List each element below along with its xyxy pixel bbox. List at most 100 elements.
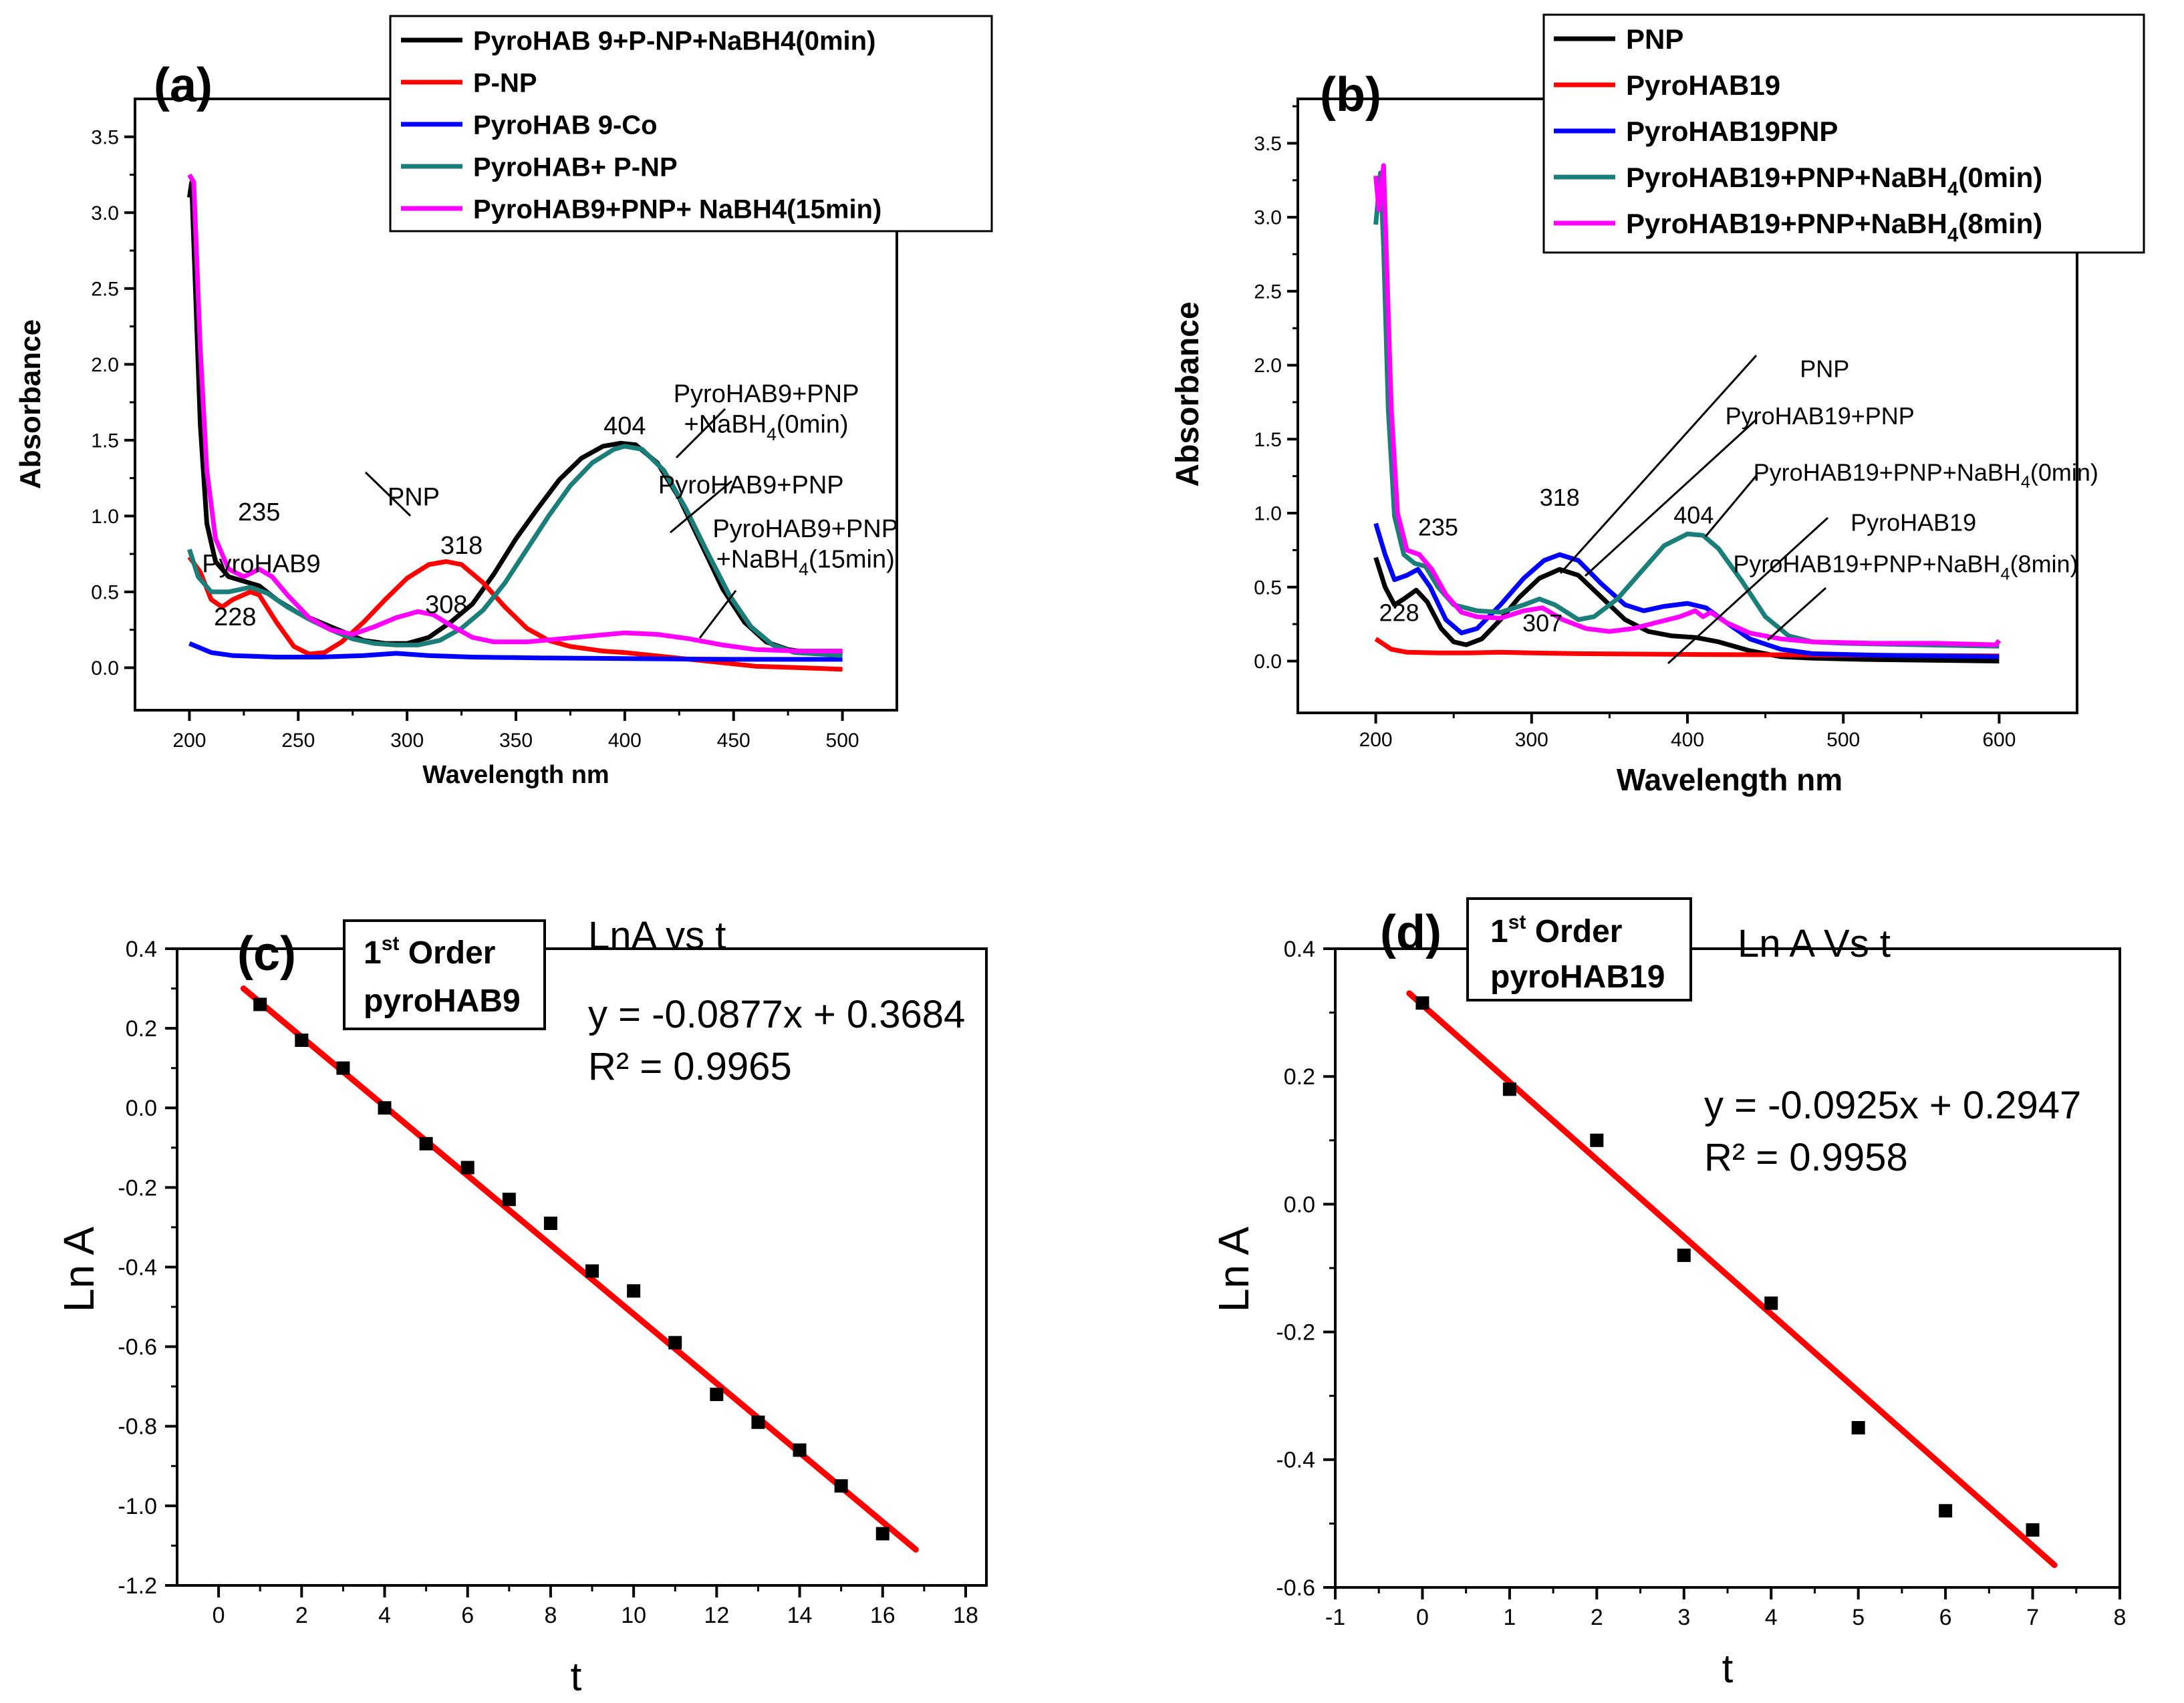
data-point: [1677, 1248, 1691, 1262]
x-tick-label: 2: [295, 1603, 308, 1628]
panel-a-legend-box: [389, 15, 993, 233]
data-point: [1851, 1421, 1865, 1434]
panel-b-legend-box: [1542, 13, 2145, 254]
x-tick-label: 6: [1939, 1605, 1952, 1630]
series-line: [187, 444, 843, 658]
legend-label: PyroHAB 9+P-NP+NaBH4(0min): [473, 26, 875, 55]
y-tick-label: -0.2: [1276, 1320, 1315, 1346]
panel-a-x-axis-label: Wavelength nm: [422, 761, 609, 789]
legend-label: PyroHAB19+PNP+NaBH4(0min): [1626, 162, 2042, 200]
panel-c-title: LnA vs t: [588, 914, 726, 957]
panel-a-series: [186, 173, 843, 672]
annotation-label: 404: [603, 412, 646, 440]
x-tick-label: 12: [704, 1603, 729, 1628]
panel-d-plot-frame: [1334, 947, 2121, 1589]
x-tick-label: 7: [2026, 1605, 2039, 1630]
x-tick-label: 4: [378, 1603, 391, 1628]
legend-label: P-NP: [473, 68, 537, 98]
panel-a-ticks: 200 250 300 350 400 450 500 0.0 0.5 1.0 1.5 2.0 2.5 3…: [91, 126, 859, 752]
annotation-label: PyroHAB9+PNP: [658, 471, 844, 499]
x-tick-label: -1: [1325, 1605, 1345, 1630]
panel-d-x-axis-label: t: [1722, 1646, 1734, 1691]
panel-c-order-line2: pyroHAB9: [364, 983, 521, 1019]
y-tick-label: -0.8: [118, 1414, 157, 1440]
x-tick-label: 18: [953, 1603, 978, 1628]
annotation-label: PyroHAB9+PNP: [674, 380, 859, 408]
panel-a-legend: PyroHAB 9+P-NP+NaBH4(0min) P-NP PyroHAB 9-…: [389, 15, 993, 233]
y-tick-label: 2.0: [91, 354, 119, 376]
panel-d-y-axis-label: Ln A: [1210, 1227, 1258, 1312]
y-tick-label: 2.5: [1254, 281, 1282, 303]
panel-d-order-line1: 1st Order: [1490, 911, 1622, 949]
x-tick-label: 450: [717, 730, 750, 752]
y-tick-label: 0.5: [91, 581, 119, 603]
data-point: [585, 1264, 599, 1278]
data-point: [668, 1336, 682, 1350]
series-line: [1374, 637, 2000, 659]
data-point: [710, 1388, 724, 1402]
panel-d-order-line2: pyroHAB19: [1490, 959, 1665, 995]
data-point: [295, 1033, 309, 1047]
data-point: [751, 1415, 765, 1429]
annotation-label: PyroHAB19+PNP+NaBH4(0min): [1754, 458, 2098, 492]
x-tick-label: 500: [826, 730, 859, 752]
series-line: [188, 641, 843, 662]
x-tick-label: 200: [172, 730, 206, 752]
panel-c-order-box: [343, 919, 546, 1030]
y-tick-label: -1.0: [118, 1494, 157, 1519]
y-tick-label: -0.6: [1276, 1575, 1315, 1601]
panel-d-equation: y = -0.0925x + 0.2947: [1704, 1084, 2081, 1127]
annotation-label: PyroHAB19+PNP: [1726, 402, 1915, 430]
panel-a-leader-lines: [364, 408, 737, 639]
x-tick-label: 14: [787, 1603, 813, 1628]
x-tick-label: 200: [1359, 729, 1393, 751]
y-tick-label: 0.4: [126, 937, 157, 962]
panel-d-title: Ln A Vs t: [1738, 922, 1891, 965]
y-tick-label: 2.0: [1254, 355, 1282, 377]
panel-b-annotations: 235 228 318 307 404 PNP PyroHAB19+PNP PyroHAB19…: [1379, 355, 2098, 637]
y-tick-label: 0.2: [1284, 1064, 1315, 1090]
data-point: [834, 1479, 848, 1493]
annotation-label: 235: [238, 498, 280, 526]
y-tick-label: -0.2: [118, 1175, 157, 1201]
panel-b-legend: PNP PyroHAB19 PyroHAB19PNP PyroHAB19+PNP+Na…: [1542, 13, 2145, 254]
y-tick-label: 1.0: [1254, 503, 1282, 525]
series-line: [1373, 557, 2000, 663]
y-tick-label: 3.5: [1254, 133, 1282, 155]
y-tick-label: -0.4: [118, 1255, 157, 1280]
x-tick-label: 0: [213, 1603, 225, 1628]
panel-d-fit: [1406, 990, 2058, 1569]
y-tick-label: 0.0: [91, 657, 119, 679]
data-point: [1764, 1296, 1778, 1310]
x-tick-label: 400: [1671, 729, 1704, 751]
annotation-label: +NaBH4(15min): [716, 546, 895, 579]
panel-c-points: [253, 997, 890, 1541]
data-point: [1502, 1082, 1516, 1096]
x-tick-label: 16: [870, 1603, 896, 1628]
annotation-label: PNP: [388, 483, 440, 511]
y-tick-label: 0.0: [1284, 1192, 1315, 1217]
y-tick-label: 3.0: [1254, 207, 1282, 229]
legend-label: PyroHAB9+PNP+ NaBH4(15min): [473, 194, 881, 224]
panel-b: 200 300 400 500 6000.00.51.01.52.02.53.03.5 …: [1170, 13, 2145, 797]
legend-label: PNP: [1626, 23, 1683, 55]
y-tick-label: -1.2: [118, 1573, 157, 1599]
y-tick-label: 0.4: [1284, 937, 1315, 962]
y-tick-label: 2.5: [91, 278, 119, 300]
legend-label: PyroHAB+ P-NP: [473, 152, 678, 182]
x-tick-label: 5: [1852, 1605, 1865, 1630]
x-tick-label: 4: [1765, 1605, 1778, 1630]
x-tick-label: 600: [1982, 729, 2016, 751]
annotation-label: PyroHAB19: [1851, 509, 1976, 536]
annotation-label: 404: [1673, 502, 1714, 529]
x-tick-label: 8: [2114, 1605, 2127, 1630]
data-point: [502, 1193, 516, 1207]
panel-b-legend-entries: PNP PyroHAB19 PyroHAB19PNP PyroHAB19+PNP+Na…: [1554, 23, 2042, 247]
data-point: [378, 1101, 392, 1115]
y-tick-label: 3.0: [91, 202, 119, 224]
annotation-label: PyroHAB9+PNP: [712, 515, 898, 543]
y-tick-label: 0.0: [126, 1096, 157, 1121]
panel-c-y-axis-label: Ln A: [55, 1227, 103, 1312]
fit-line: [1406, 990, 2058, 1569]
